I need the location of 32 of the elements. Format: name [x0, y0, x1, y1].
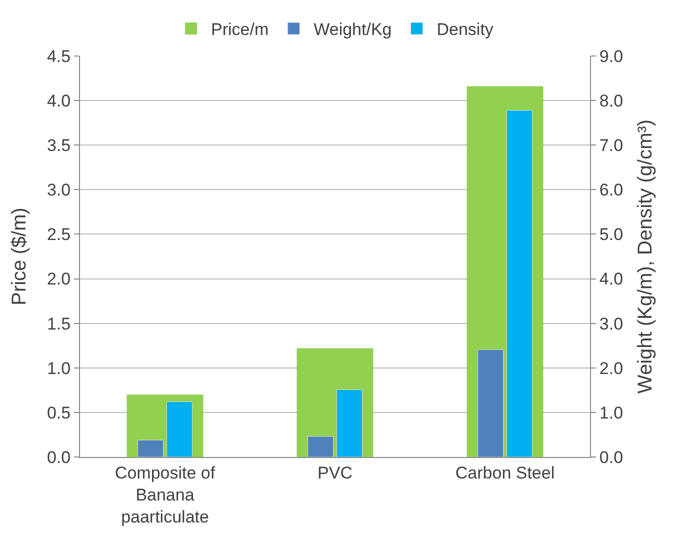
y2-tick-label: 5.0 — [599, 225, 624, 244]
bar — [336, 389, 362, 457]
y2-tick-label: 0.0 — [599, 448, 624, 467]
y2-axis-title: Weight (Kg/m), Density (g/cm³) — [634, 119, 657, 394]
y2-tick-label: 2.0 — [599, 358, 624, 378]
y-tick-label: 1.0 — [46, 358, 71, 378]
y-tick-label: 4.0 — [46, 92, 71, 111]
y2-tick-label: 8.0 — [599, 92, 624, 111]
y-tick-label: 0.5 — [46, 403, 71, 422]
x-tick-label: Composite of Banana paarticulate — [114, 463, 216, 527]
y-tick-label: 3.0 — [46, 180, 71, 200]
legend-label: Weight/Kg — [314, 20, 392, 40]
y-tick-label: 4.5 — [46, 46, 71, 66]
x-tick-label: Carbon Steel — [455, 463, 555, 482]
bar — [308, 436, 334, 457]
y2-tick-label: 4.0 — [599, 270, 624, 289]
y2-tick-label: 3.0 — [599, 314, 624, 334]
y2-tick-label: 9.0 — [599, 46, 624, 66]
y-tick-label: 2.5 — [46, 225, 71, 244]
bar — [138, 440, 164, 457]
y-axis-title: Price ($/m) — [8, 208, 30, 306]
y2-tick-label: 1.0 — [599, 403, 624, 422]
y-tick-label: 2.0 — [46, 270, 71, 289]
legend-label: Price/m — [211, 20, 269, 40]
y2-tick-label: 6.0 — [599, 180, 624, 200]
legend-label: Density — [436, 20, 494, 40]
x-tick-label: PVC — [318, 463, 352, 482]
bar — [478, 349, 504, 457]
y2-tick-label: 7.0 — [599, 136, 624, 156]
y-tick-label: 0.0 — [46, 448, 71, 467]
y-tick-label: 3.5 — [46, 136, 71, 156]
y-tick-label: 1.5 — [46, 314, 71, 334]
